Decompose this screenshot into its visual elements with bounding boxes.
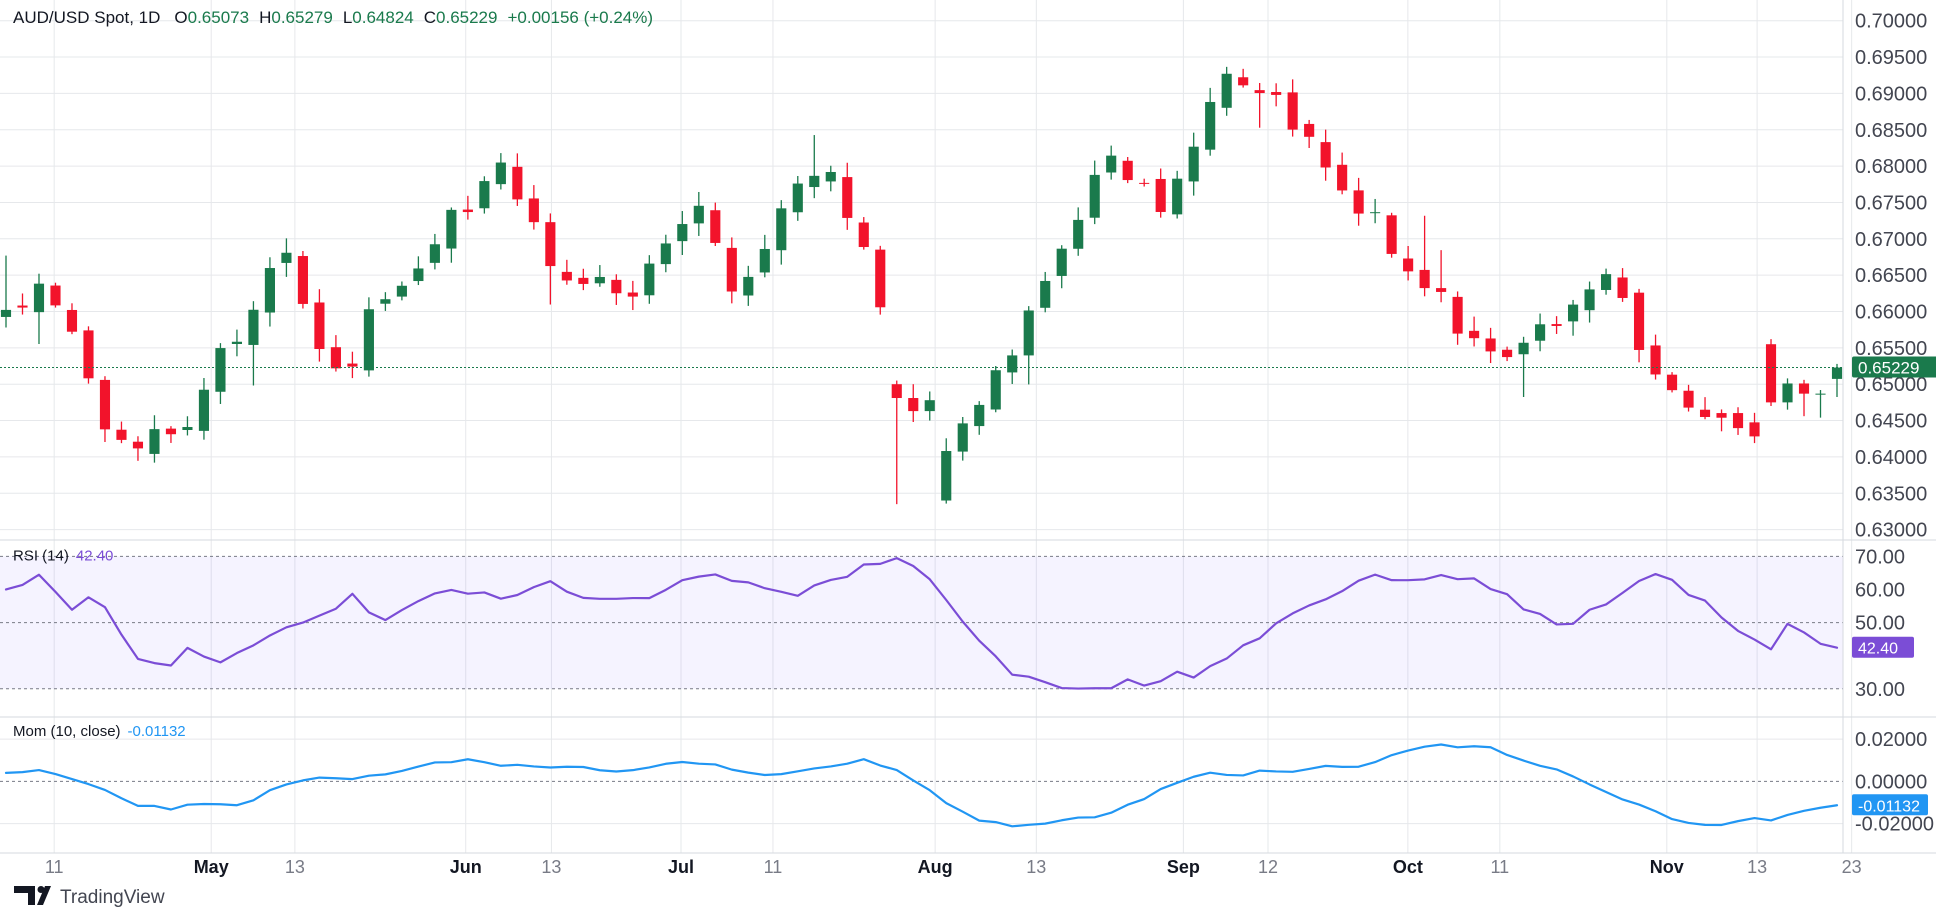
svg-text:13: 13	[541, 857, 561, 877]
svg-text:Sep: Sep	[1167, 857, 1200, 877]
svg-text:Oct: Oct	[1393, 857, 1423, 877]
svg-text:13: 13	[1747, 857, 1767, 877]
svg-text:0.64824: 0.64824	[352, 8, 413, 27]
svg-text:0.63000: 0.63000	[1855, 520, 1927, 542]
svg-text:0.70000: 0.70000	[1855, 11, 1927, 33]
svg-text:Aug: Aug	[918, 857, 953, 877]
svg-text:RSI (14): RSI (14)	[13, 547, 69, 564]
svg-text:-0.01132: -0.01132	[1858, 798, 1920, 815]
svg-text:13: 13	[285, 857, 305, 877]
svg-text:0.69000: 0.69000	[1855, 83, 1927, 105]
svg-text:0.67500: 0.67500	[1855, 192, 1927, 214]
svg-text:11: 11	[1490, 857, 1509, 877]
svg-text:70.00: 70.00	[1855, 546, 1905, 568]
svg-text:L: L	[343, 8, 352, 27]
svg-text:0.63500: 0.63500	[1855, 483, 1927, 505]
svg-text:H: H	[259, 8, 271, 27]
svg-text:11: 11	[45, 857, 64, 877]
svg-text:0.68500: 0.68500	[1855, 120, 1927, 142]
svg-text:0.67000: 0.67000	[1855, 229, 1927, 251]
svg-text:TradingView: TradingView	[60, 887, 165, 908]
svg-text:0.65500: 0.65500	[1855, 338, 1927, 360]
svg-text:Jun: Jun	[450, 857, 482, 877]
svg-text:42.40: 42.40	[76, 547, 114, 564]
svg-text:0.64500: 0.64500	[1855, 411, 1927, 433]
svg-text:0.65229: 0.65229	[1858, 359, 1919, 378]
svg-text:13: 13	[1026, 857, 1046, 877]
svg-text:12: 12	[1258, 857, 1278, 877]
svg-text:0.00000: 0.00000	[1855, 771, 1927, 793]
svg-text:Jul: Jul	[668, 857, 694, 877]
svg-text:11: 11	[764, 857, 783, 877]
svg-text:Nov: Nov	[1650, 857, 1684, 877]
svg-text:23: 23	[1842, 857, 1862, 877]
svg-text:AUD/USD Spot, 1D: AUD/USD Spot, 1D	[13, 8, 160, 27]
svg-text:0.02000: 0.02000	[1855, 729, 1927, 751]
svg-text:0.64000: 0.64000	[1855, 447, 1927, 469]
svg-text:50.00: 50.00	[1855, 613, 1905, 635]
svg-text:0.65279: 0.65279	[271, 8, 332, 27]
svg-text:42.40: 42.40	[1858, 641, 1898, 658]
svg-text:0.68000: 0.68000	[1855, 156, 1927, 178]
svg-text:60.00: 60.00	[1855, 579, 1905, 601]
svg-text:0.65229: 0.65229	[436, 8, 497, 27]
svg-text:-0.01132: -0.01132	[128, 723, 186, 740]
svg-text:-0.02000: -0.02000	[1855, 814, 1934, 836]
svg-text:0.66500: 0.66500	[1855, 265, 1927, 287]
svg-text:Mom (10, close): Mom (10, close)	[13, 723, 121, 740]
svg-text:+0.00156 (+0.24%): +0.00156 (+0.24%)	[507, 8, 653, 27]
svg-text:0.69500: 0.69500	[1855, 47, 1927, 69]
svg-text:May: May	[194, 857, 229, 877]
svg-text:C: C	[424, 8, 436, 27]
svg-text:O: O	[174, 8, 187, 27]
svg-text:0.66000: 0.66000	[1855, 302, 1927, 324]
svg-text:30.00: 30.00	[1855, 679, 1905, 701]
svg-text:0.65073: 0.65073	[188, 8, 249, 27]
